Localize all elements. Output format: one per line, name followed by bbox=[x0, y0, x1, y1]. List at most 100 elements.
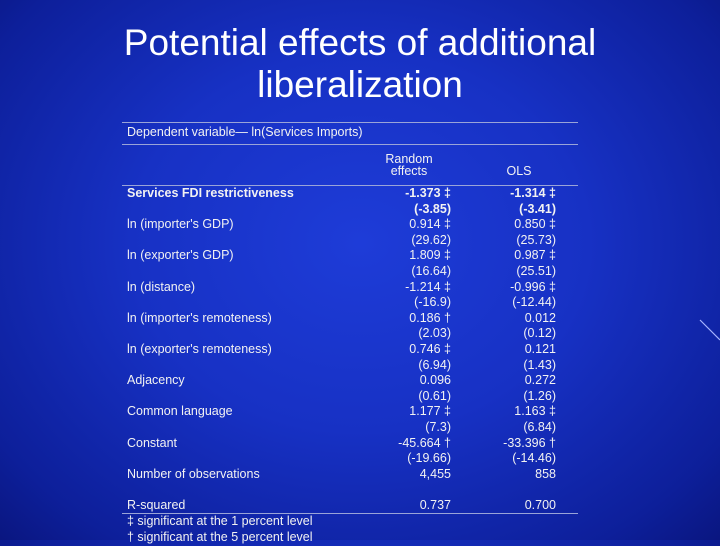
row-label: ln (distance) bbox=[127, 279, 196, 294]
table-body: Services FDI restrictiveness -1.373 ‡ -1.3… bbox=[122, 186, 580, 482]
table-row: ln (exporter's remoteness) 0.746 ‡ 0.121 bbox=[122, 342, 580, 358]
cell-random-effects: (29.62) bbox=[411, 232, 451, 247]
table-row: Common language 1.177 ‡ 1.163 ‡ bbox=[122, 404, 580, 420]
bottom-rule bbox=[122, 513, 578, 515]
cell-ols: (-3.41) bbox=[519, 201, 556, 216]
row-label: Number of observations bbox=[127, 466, 260, 481]
table-row: (-16.9) (-12.44) bbox=[122, 295, 580, 311]
cell-ols: (-14.46) bbox=[512, 451, 556, 466]
regression-table: Dependent variable— ln(Services Imports)… bbox=[122, 122, 580, 546]
header-random-effects: Random effects bbox=[354, 153, 464, 185]
header-random-line: Random bbox=[385, 152, 433, 166]
header-spacer bbox=[122, 153, 354, 185]
top-rule bbox=[122, 122, 578, 123]
cell-ols: 0.850 ‡ bbox=[514, 217, 556, 232]
corner-line-decoration bbox=[699, 319, 720, 341]
row-label bbox=[122, 389, 359, 405]
row-label: ln (importer's remoteness) bbox=[127, 310, 272, 325]
cell-ols: (25.73) bbox=[516, 232, 556, 247]
table-row: (7.3) (6.84) bbox=[122, 420, 580, 436]
header-ols: OLS bbox=[506, 164, 532, 178]
row-spacer bbox=[122, 482, 580, 498]
header-effects-line: effects bbox=[390, 164, 428, 178]
cell-random-effects: 1.809 ‡ bbox=[409, 248, 451, 263]
table-row: Services FDI restrictiveness -1.373 ‡ -1.3… bbox=[122, 186, 580, 202]
cell-ols: (0.12) bbox=[523, 326, 556, 341]
cell-ols: 0.987 ‡ bbox=[514, 248, 556, 263]
table-row: (6.94) (1.43) bbox=[122, 358, 580, 374]
table-row: Constant -45.664 † -33.396 † bbox=[122, 436, 580, 452]
table-row: (-3.85) (-3.41) bbox=[122, 202, 580, 218]
table-row: (2.03) (0.12) bbox=[122, 326, 580, 342]
row-label bbox=[122, 264, 359, 280]
cell-random-effects: 0.914 ‡ bbox=[409, 217, 451, 232]
cell-random-effects: 1.177 ‡ bbox=[409, 404, 451, 419]
cell-ols: 0.012 bbox=[524, 310, 556, 325]
table-row: (29.62) (25.73) bbox=[122, 233, 580, 249]
cell-random-effects: (7.3) bbox=[425, 419, 451, 434]
footnote-5-percent: † significant at the 5 percent level bbox=[127, 530, 313, 545]
table-row: (0.61) (1.26) bbox=[122, 389, 580, 405]
cell-ols: -1.314 ‡ bbox=[510, 186, 556, 200]
table-row: ln (distance) -1.214 ‡ -0.996 ‡ bbox=[122, 280, 580, 296]
table-row: Number of observations 4,455 858 bbox=[122, 467, 580, 483]
dependent-variable-label: Dependent variable— ln(Services Imports) bbox=[127, 125, 363, 139]
cell-ols: 0.272 bbox=[524, 373, 556, 388]
slide-title-line-1: Potential effects of additional bbox=[123, 22, 597, 63]
table-row: (-19.66) (-14.46) bbox=[122, 451, 580, 467]
cell-random-effects: (-16.9) bbox=[414, 295, 451, 310]
row-label bbox=[122, 233, 359, 249]
cell-ols: 0.121 bbox=[524, 341, 556, 356]
row-label: ln (importer's GDP) bbox=[127, 217, 234, 232]
cell-ols: (1.26) bbox=[523, 388, 556, 403]
cell-random-effects: 0.096 bbox=[419, 373, 451, 388]
table-row: ln (importer's GDP) 0.914 ‡ 0.850 ‡ bbox=[122, 217, 580, 233]
cell-ols: 858 bbox=[535, 466, 556, 481]
cell-random-effects: -45.664 † bbox=[398, 435, 451, 450]
cell-random-effects: 0.186 † bbox=[409, 310, 451, 325]
row-label bbox=[122, 358, 359, 374]
row-label bbox=[122, 420, 359, 436]
header-bottom-rule bbox=[122, 185, 578, 186]
cell-random-effects: 0.746 ‡ bbox=[409, 341, 451, 356]
cell-ols: (6.84) bbox=[523, 419, 556, 434]
cell-random-effects: 0.737 bbox=[419, 497, 451, 512]
cell-ols: -33.396 † bbox=[503, 435, 556, 450]
cell-ols: (25.51) bbox=[516, 263, 556, 278]
cell-ols: 1.163 ‡ bbox=[514, 404, 556, 419]
table-row: ln (importer's remoteness) 0.186 † 0.012 bbox=[122, 311, 580, 327]
cell-ols: 0.700 bbox=[524, 497, 556, 512]
row-label: R-squared bbox=[127, 497, 186, 512]
row-label: ln (exporter's GDP) bbox=[127, 248, 234, 263]
cell-ols: -0.996 ‡ bbox=[510, 279, 556, 294]
row-label: Constant bbox=[127, 435, 178, 450]
table-row-rsquared: R-squared 0.737 0.700 bbox=[122, 498, 580, 514]
cell-ols: (-12.44) bbox=[512, 295, 556, 310]
cell-random-effects: 4,455 bbox=[419, 466, 451, 481]
cell-random-effects: -1.214 ‡ bbox=[405, 279, 451, 294]
cell-random-effects: (-19.66) bbox=[407, 451, 451, 466]
cell-random-effects: (6.94) bbox=[418, 357, 451, 372]
table-header: Random effects OLS bbox=[122, 153, 580, 185]
header-rule bbox=[122, 144, 578, 145]
row-label bbox=[122, 326, 359, 342]
row-label: Adjacency bbox=[127, 373, 185, 388]
row-label: ln (exporter's remoteness) bbox=[127, 341, 272, 356]
cell-random-effects: (0.61) bbox=[418, 388, 451, 403]
cell-random-effects: -1.373 ‡ bbox=[405, 186, 451, 200]
table-row: ln (exporter's GDP) 1.809 ‡ 0.987 ‡ bbox=[122, 248, 580, 264]
cell-random-effects: (2.03) bbox=[418, 326, 451, 341]
footnote-1-percent: ‡ significant at the 1 percent level bbox=[127, 514, 313, 529]
cell-random-effects: (-3.85) bbox=[414, 201, 451, 216]
table-row: Adjacency 0.096 0.272 bbox=[122, 373, 580, 389]
row-label bbox=[122, 202, 359, 218]
slide-title: Potential effects of additional liberali… bbox=[0, 22, 720, 106]
row-label: Services FDI restrictiveness bbox=[127, 186, 294, 200]
table-row: (16.64) (25.51) bbox=[122, 264, 580, 280]
row-label bbox=[122, 451, 359, 467]
cell-random-effects: (16.64) bbox=[411, 263, 451, 278]
row-label bbox=[122, 295, 359, 311]
slide-title-line-2: liberalization bbox=[257, 64, 463, 105]
cell-ols: (1.43) bbox=[523, 357, 556, 372]
row-label: Common language bbox=[127, 404, 233, 419]
